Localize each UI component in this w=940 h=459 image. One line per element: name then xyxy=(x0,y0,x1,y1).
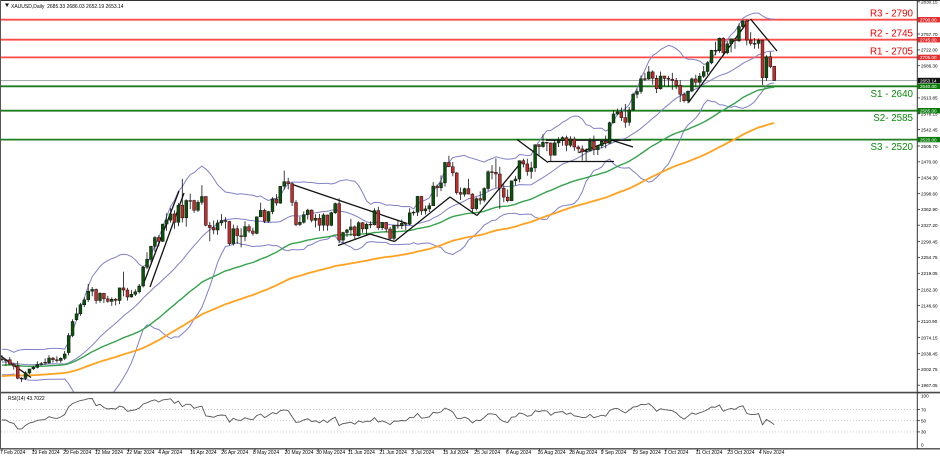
svg-text:2757.70: 2757.70 xyxy=(921,32,938,37)
svg-text:0: 0 xyxy=(921,443,924,448)
svg-text:2790.00: 2790.00 xyxy=(920,18,937,23)
svg-text:16 Aug 2024: 16 Aug 2024 xyxy=(538,450,566,456)
svg-text:2434.30: 2434.30 xyxy=(921,176,938,181)
svg-text:2640.00: 2640.00 xyxy=(920,84,937,89)
svg-text:2182.30: 2182.30 xyxy=(921,287,938,292)
svg-text:2074.15: 2074.15 xyxy=(921,335,938,340)
svg-text:29 Feb 2024: 29 Feb 2024 xyxy=(63,450,91,456)
svg-text:9 Sep 2024: 9 Sep 2024 xyxy=(601,450,627,456)
svg-text:1 Oct 2024: 1 Oct 2024 xyxy=(664,450,689,456)
svg-text:2705.00: 2705.00 xyxy=(920,55,937,60)
svg-text:2002.75: 2002.75 xyxy=(921,367,938,372)
svg-text:4 Nov 2024: 4 Nov 2024 xyxy=(759,450,785,456)
svg-text:2745.00: 2745.00 xyxy=(920,38,937,43)
svg-text:2362.90: 2362.90 xyxy=(921,207,938,212)
svg-text:11 Jun 2024: 11 Jun 2024 xyxy=(348,450,375,456)
svg-text:23 Oct 2024: 23 Oct 2024 xyxy=(727,450,754,456)
svg-text:2219.05: 2219.05 xyxy=(921,271,938,276)
svg-text:70: 70 xyxy=(921,407,927,412)
svg-text:26 Apr 2024: 26 Apr 2024 xyxy=(221,450,248,456)
svg-text:30 May 2024: 30 May 2024 xyxy=(316,450,345,456)
svg-text:4 Apr 2024: 4 Apr 2024 xyxy=(158,450,182,456)
svg-text:50: 50 xyxy=(921,419,927,424)
svg-text:2613.85: 2613.85 xyxy=(921,96,938,101)
svg-text:2038.45: 2038.45 xyxy=(921,351,938,356)
svg-text:1967.05: 1967.05 xyxy=(921,383,938,388)
svg-text:11 Oct 2024: 11 Oct 2024 xyxy=(696,450,723,456)
svg-text:2398.60: 2398.60 xyxy=(921,191,938,196)
svg-text:2542.45: 2542.45 xyxy=(921,127,938,132)
svg-text:20 May 2024: 20 May 2024 xyxy=(285,450,314,456)
svg-text:2578.15: 2578.15 xyxy=(921,112,938,117)
svg-text:S3 - 2520: S3 - 2520 xyxy=(871,142,914,153)
svg-text:28 Aug 2024: 28 Aug 2024 xyxy=(569,450,597,456)
svg-text:2686.30: 2686.30 xyxy=(921,64,938,69)
svg-text:22 Mar 2024: 22 Mar 2024 xyxy=(127,450,155,456)
svg-text:R2 - 2745: R2 - 2745 xyxy=(870,29,914,40)
svg-text:2653.14: 2653.14 xyxy=(920,78,937,83)
svg-text:XAUUSD,Daily 2685.33 2686.03: XAUUSD,Daily 2685.33 2686.03 2652.19 265… xyxy=(11,4,124,10)
svg-text:2327.20: 2327.20 xyxy=(921,223,938,228)
svg-text:2290.45: 2290.45 xyxy=(921,239,938,244)
svg-text:12 Mar 2024: 12 Mar 2024 xyxy=(95,450,123,456)
svg-text:8 May 2024: 8 May 2024 xyxy=(253,450,279,456)
svg-text:19 Feb 2024: 19 Feb 2024 xyxy=(32,450,60,456)
svg-text:2470.00: 2470.00 xyxy=(921,160,938,165)
svg-text:6 Aug 2024: 6 Aug 2024 xyxy=(506,450,532,456)
svg-text:2830.15: 2830.15 xyxy=(921,0,938,5)
svg-text:2585.00: 2585.00 xyxy=(920,109,937,114)
svg-text:21 Jun 2024: 21 Jun 2024 xyxy=(379,450,407,456)
svg-text:RSI(14) 43.7022: RSI(14) 43.7022 xyxy=(8,396,45,402)
svg-text:2110.90: 2110.90 xyxy=(921,319,938,324)
svg-text:25 Jul 2024: 25 Jul 2024 xyxy=(474,450,500,456)
svg-text:16 Apr 2024: 16 Apr 2024 xyxy=(190,450,217,456)
svg-text:R3 - 2790: R3 - 2790 xyxy=(870,9,914,20)
svg-text:15 Jul 2024: 15 Jul 2024 xyxy=(443,450,469,456)
svg-text:7 Feb 2024: 7 Feb 2024 xyxy=(0,450,26,456)
svg-text:19 Sep 2024: 19 Sep 2024 xyxy=(632,450,661,456)
svg-text:30: 30 xyxy=(921,430,927,435)
svg-text:R1 - 2705: R1 - 2705 xyxy=(870,46,914,57)
svg-text:2505.70: 2505.70 xyxy=(921,144,938,149)
svg-text:S1 - 2640: S1 - 2640 xyxy=(871,89,914,100)
svg-text:2520.00: 2520.00 xyxy=(920,137,937,142)
svg-text:2146.60: 2146.60 xyxy=(921,303,938,308)
svg-text:S2- 2585: S2- 2585 xyxy=(873,113,913,124)
svg-text:100: 100 xyxy=(921,393,929,398)
svg-text:3 Jul 2024: 3 Jul 2024 xyxy=(411,450,434,456)
svg-text:2722.00: 2722.00 xyxy=(921,48,938,53)
svg-text:2254.75: 2254.75 xyxy=(921,255,938,260)
